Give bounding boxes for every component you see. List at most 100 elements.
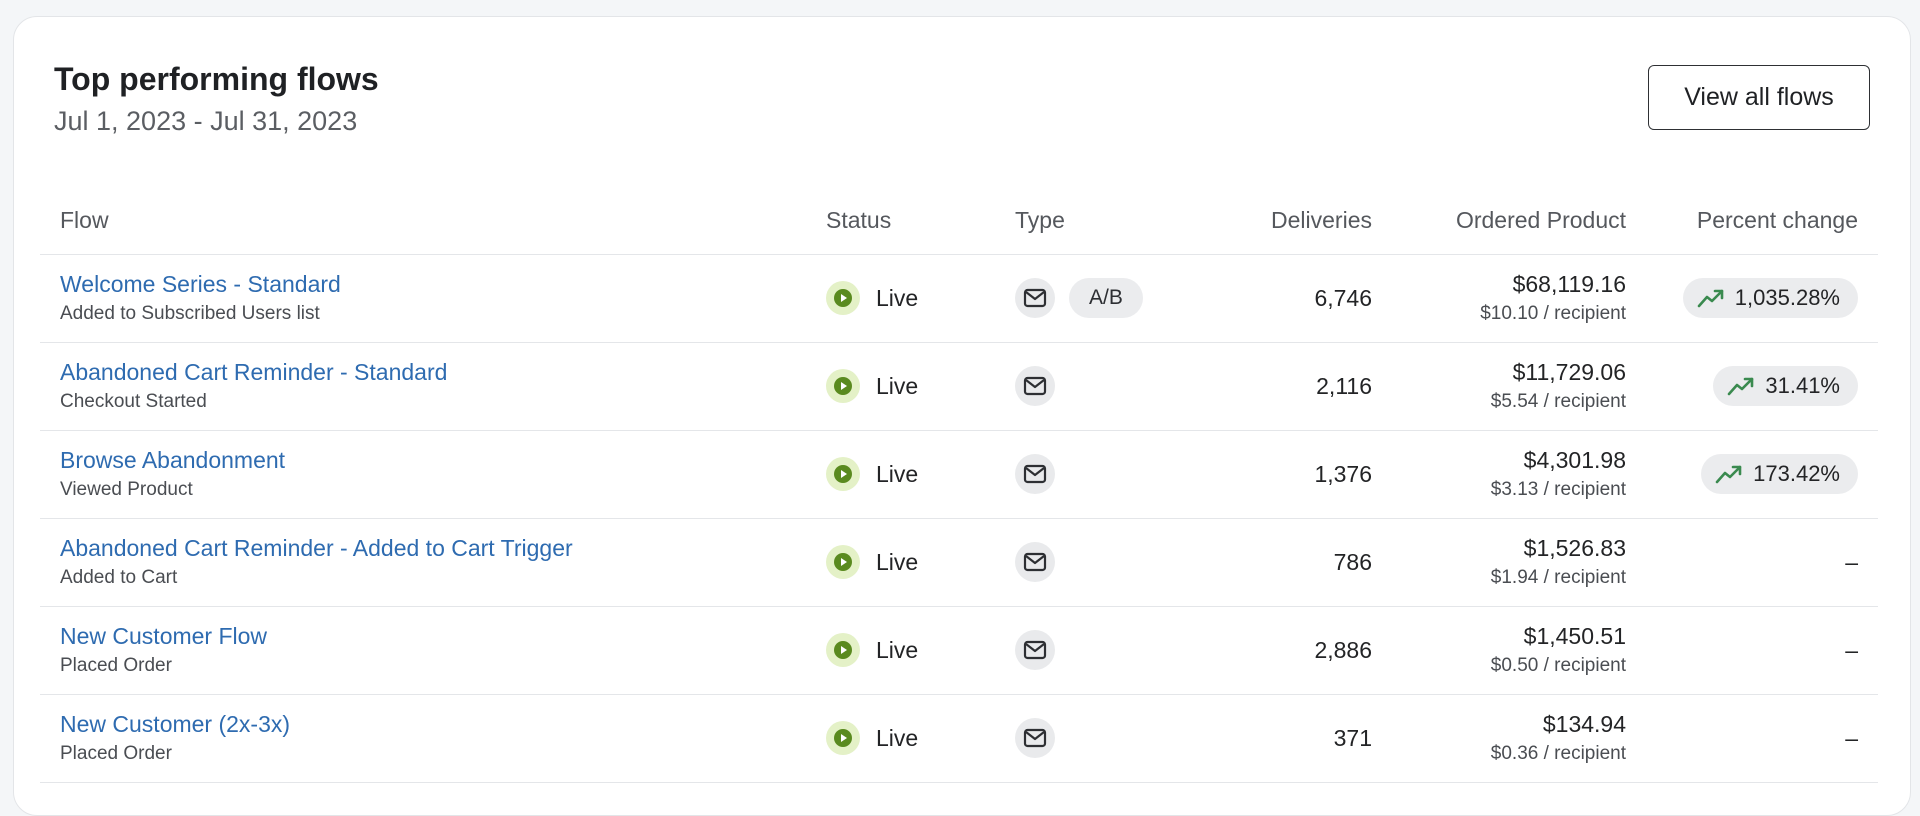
play-circle-icon bbox=[826, 545, 860, 579]
trending-up-icon bbox=[1715, 463, 1743, 485]
type-indicator bbox=[1015, 630, 1205, 670]
status-indicator: Live bbox=[826, 369, 1015, 403]
cell-deliveries: 786 bbox=[1205, 518, 1372, 607]
percent-change-badge: 173.42% bbox=[1701, 454, 1858, 494]
deliveries-value: 2,116 bbox=[1316, 372, 1372, 399]
per-recipient-value: $0.50 / recipient bbox=[1490, 655, 1626, 676]
flow-name-link[interactable]: Welcome Series - Standard bbox=[60, 271, 341, 297]
deliveries-value: 371 bbox=[1333, 724, 1372, 751]
per-recipient-value: $10.10 / recipient bbox=[1480, 303, 1626, 324]
play-circle-icon bbox=[826, 281, 860, 315]
type-indicator bbox=[1015, 366, 1205, 406]
percent-change-badge: 31.41% bbox=[1713, 366, 1858, 406]
status-indicator: Live bbox=[826, 545, 1015, 579]
cell-percent-change: – bbox=[1626, 606, 1878, 695]
ordered-product-value: $1,526.83 bbox=[1523, 535, 1626, 561]
ordered-product-value: $4,301.98 bbox=[1523, 447, 1626, 473]
cell-percent-change: 1,035.28% bbox=[1626, 254, 1878, 343]
flow-name-link[interactable]: New Customer Flow bbox=[60, 623, 268, 649]
cell-status: Live bbox=[826, 254, 1015, 343]
cell-deliveries: 6,746 bbox=[1205, 254, 1372, 343]
deliveries-value: 786 bbox=[1333, 548, 1372, 575]
table-row[interactable]: Abandoned Cart Reminder - Standard Checko… bbox=[40, 342, 1878, 431]
column-header-status: Status bbox=[826, 188, 1015, 255]
view-all-flows-button[interactable]: View all flows bbox=[1648, 65, 1870, 130]
column-header-flow: Flow bbox=[40, 188, 826, 255]
flow-trigger: Placed Order bbox=[60, 655, 172, 676]
envelope-icon bbox=[1015, 718, 1055, 758]
cell-ordered-product: $68,119.16 $10.10 / recipient bbox=[1372, 254, 1626, 343]
envelope-icon bbox=[1015, 278, 1055, 318]
status-label: Live bbox=[876, 460, 919, 487]
card-header: Top performing flows Jul 1, 2023 - Jul 3… bbox=[54, 61, 1870, 137]
percent-change-empty: – bbox=[1845, 636, 1858, 663]
flows-table: Flow Status Type Deliveries Ordered Prod… bbox=[40, 188, 1878, 783]
flow-name-link[interactable]: New Customer (2x-3x) bbox=[60, 711, 291, 737]
cell-deliveries: 1,376 bbox=[1205, 430, 1372, 519]
table-body: Welcome Series - Standard Added to Subscr… bbox=[40, 254, 1878, 783]
cell-ordered-product: $1,450.51 $0.50 / recipient bbox=[1372, 606, 1626, 695]
table-row[interactable]: New Customer (2x-3x) Placed Order Live 371 $… bbox=[40, 694, 1878, 783]
cell-status: Live bbox=[826, 518, 1015, 607]
cell-type bbox=[1015, 694, 1205, 783]
cell-type bbox=[1015, 430, 1205, 519]
column-header-type: Type bbox=[1015, 188, 1205, 255]
cell-type: A/B bbox=[1015, 254, 1205, 343]
percent-change-value: 31.41% bbox=[1765, 373, 1840, 398]
cell-flow: Browse Abandonment Viewed Product bbox=[40, 430, 826, 519]
cell-type bbox=[1015, 606, 1205, 695]
table-row[interactable]: New Customer Flow Placed Order Live 2,886 $1… bbox=[40, 606, 1878, 695]
ordered-product-value: $1,450.51 bbox=[1523, 623, 1626, 649]
envelope-icon bbox=[1015, 630, 1055, 670]
status-indicator: Live bbox=[826, 281, 1015, 315]
status-label: Live bbox=[876, 284, 919, 311]
flow-trigger: Added to Cart bbox=[60, 567, 178, 588]
percent-change-value: 1,035.28% bbox=[1734, 285, 1840, 310]
status-label: Live bbox=[876, 548, 919, 575]
status-label: Live bbox=[876, 372, 919, 399]
type-indicator: A/B bbox=[1015, 278, 1205, 318]
play-circle-icon bbox=[826, 369, 860, 403]
percent-change-empty: – bbox=[1845, 548, 1858, 575]
cell-status: Live bbox=[826, 342, 1015, 431]
cell-percent-change: 173.42% bbox=[1626, 430, 1878, 519]
column-header-deliveries: Deliveries bbox=[1205, 188, 1372, 255]
per-recipient-value: $1.94 / recipient bbox=[1490, 567, 1626, 588]
status-indicator: Live bbox=[826, 457, 1015, 491]
flow-name-link[interactable]: Abandoned Cart Reminder - Standard bbox=[60, 359, 448, 385]
play-circle-icon bbox=[826, 633, 860, 667]
status-label: Live bbox=[876, 724, 919, 751]
flow-trigger: Checkout Started bbox=[60, 391, 207, 412]
cell-flow: Abandoned Cart Reminder - Added to Cart … bbox=[40, 518, 826, 607]
cell-deliveries: 371 bbox=[1205, 694, 1372, 783]
table-row[interactable]: Welcome Series - Standard Added to Subscr… bbox=[40, 254, 1878, 343]
cell-ordered-product: $134.94 $0.36 / recipient bbox=[1372, 694, 1626, 783]
cell-flow: New Customer Flow Placed Order bbox=[40, 606, 826, 695]
table-row[interactable]: Abandoned Cart Reminder - Added to Cart … bbox=[40, 518, 1878, 607]
flow-name-link[interactable]: Abandoned Cart Reminder - Added to Cart … bbox=[60, 535, 573, 561]
envelope-icon bbox=[1015, 542, 1055, 582]
deliveries-value: 1,376 bbox=[1314, 460, 1372, 487]
column-header-ordered-product: Ordered Product bbox=[1372, 188, 1626, 255]
card-title: Top performing flows bbox=[54, 61, 379, 97]
cell-ordered-product: $4,301.98 $3.13 / recipient bbox=[1372, 430, 1626, 519]
type-indicator bbox=[1015, 718, 1205, 758]
cell-flow: New Customer (2x-3x) Placed Order bbox=[40, 694, 826, 783]
date-range: Jul 1, 2023 - Jul 31, 2023 bbox=[54, 106, 358, 136]
deliveries-value: 2,886 bbox=[1314, 636, 1372, 663]
cell-percent-change: 31.41% bbox=[1626, 342, 1878, 431]
ordered-product-value: $68,119.16 bbox=[1512, 271, 1626, 297]
status-indicator: Live bbox=[826, 721, 1015, 755]
percent-change-value: 173.42% bbox=[1753, 461, 1840, 486]
deliveries-value: 6,746 bbox=[1314, 284, 1372, 311]
table-row[interactable]: Browse Abandonment Viewed Product Live 1,37… bbox=[40, 430, 1878, 519]
envelope-icon bbox=[1015, 366, 1055, 406]
percent-change-empty: – bbox=[1845, 724, 1858, 751]
envelope-icon bbox=[1015, 454, 1055, 494]
column-header-percent-change: Percent change bbox=[1626, 188, 1878, 255]
per-recipient-value: $3.13 / recipient bbox=[1490, 479, 1626, 500]
percent-change-badge: 1,035.28% bbox=[1682, 278, 1858, 318]
status-label: Live bbox=[876, 636, 919, 663]
cell-type bbox=[1015, 518, 1205, 607]
flow-name-link[interactable]: Browse Abandonment bbox=[60, 447, 286, 473]
